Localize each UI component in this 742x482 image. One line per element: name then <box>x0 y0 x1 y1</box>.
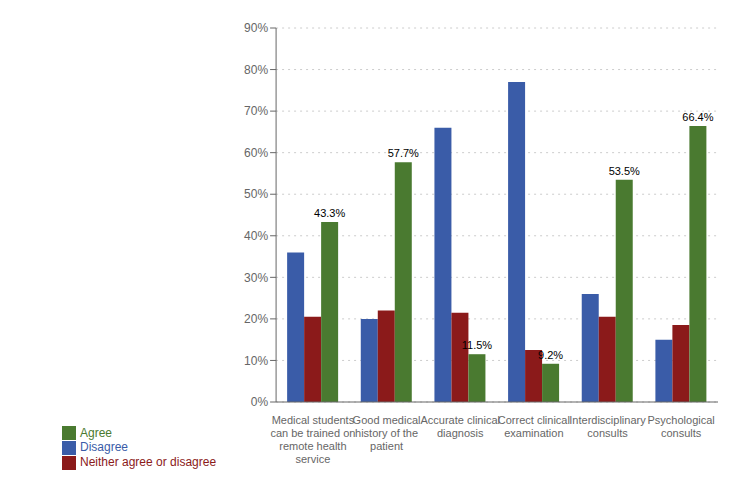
svg-text:10%: 10% <box>244 354 268 368</box>
svg-text:20%: 20% <box>244 312 268 326</box>
svg-text:43.3%: 43.3% <box>314 207 345 219</box>
html-text:Neither agree or disagree: Neither agree or disagree <box>80 455 217 470</box>
html-text:Disagree: Disagree <box>80 440 128 455</box>
svg-text:Psychologicalconsults: Psychologicalconsults <box>648 414 715 439</box>
svg-text:70%: 70% <box>244 104 268 118</box>
svg-text:90%: 90% <box>244 21 268 35</box>
svg-text:Good medicalhistory of thepati: Good medicalhistory of thepatient <box>353 414 421 452</box>
svg-text:Interdisciplinaryconsults: Interdisciplinaryconsults <box>569 414 646 439</box>
svg-text:60%: 60% <box>244 146 268 160</box>
svg-text:57.7%: 57.7% <box>388 147 419 159</box>
svg-text:40%: 40% <box>244 229 268 243</box>
svg-text:Accurate clinicaldiagnosis: Accurate clinicaldiagnosis <box>420 414 499 439</box>
html-text:Agree: Agree <box>80 425 112 440</box>
svg-text:Medical studentscan be trained: Medical studentscan be trained onremote … <box>270 414 355 465</box>
svg-text:Correct clinicalexamination: Correct clinicalexamination <box>498 414 570 439</box>
svg-text:0%: 0% <box>251 395 269 409</box>
svg-text:50%: 50% <box>244 187 268 201</box>
svg-text:30%: 30% <box>244 271 268 285</box>
svg-text:9.2%: 9.2% <box>538 349 563 361</box>
svg-text:66.4%: 66.4% <box>682 111 713 123</box>
svg-text:80%: 80% <box>244 63 268 77</box>
svg-text:53.5%: 53.5% <box>609 165 640 177</box>
svg-text:11.5%: 11.5% <box>462 339 493 351</box>
